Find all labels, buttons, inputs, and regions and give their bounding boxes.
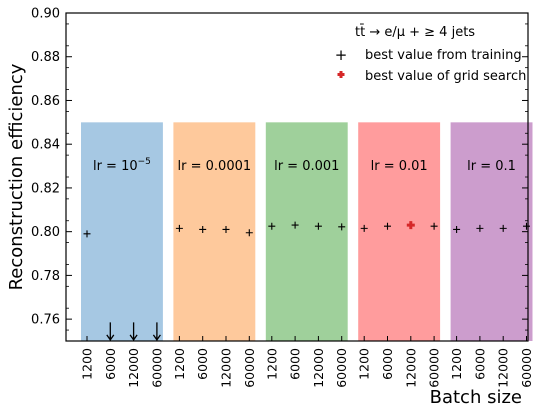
legend-title: tt̄ → e/μ + ≥ 4 jets [355, 25, 475, 40]
lr-label-1: lr = 0.0001 [178, 159, 252, 174]
point-2-0 [268, 222, 276, 230]
x-tick-label-3-3: 60000 [427, 348, 442, 388]
x-tick-label-1-0: 1200 [172, 348, 187, 380]
y-tick-label-0.78: 0.78 [31, 269, 60, 284]
y-tick-label-0.80: 0.80 [31, 225, 60, 240]
x-tick-label-0-2: 12000 [126, 348, 141, 388]
x-tick-label-2-1: 6000 [288, 348, 303, 380]
lr-band-0 [81, 122, 163, 341]
lr-band-3 [358, 122, 441, 341]
point-3-3 [430, 222, 438, 230]
y-tick-label-0.76: 0.76 [31, 313, 60, 328]
x-tick-label-0-1: 6000 [103, 348, 118, 380]
point-2-3 [338, 223, 346, 231]
point-4-2 [499, 224, 507, 232]
point-1-2 [222, 225, 230, 233]
x-tick-label-4-0: 1200 [449, 348, 464, 380]
x-tick-label-3-0: 1200 [357, 348, 372, 380]
y-tick-label-0.88: 0.88 [31, 50, 60, 65]
x-tick-label-0-3: 60000 [149, 348, 164, 388]
point-3-0 [360, 224, 368, 232]
y-tick-label-0.86: 0.86 [31, 94, 60, 109]
x-tick-label-1-2: 12000 [219, 348, 234, 388]
x-axis: 1200 6000 12000 60000 1200 6000 12000 60000 1200… [80, 336, 534, 388]
point-1-1 [199, 225, 207, 233]
x-tick-label-0-0: 1200 [80, 348, 95, 380]
lr-band-4 [450, 122, 533, 341]
x-tick-label-1-3: 60000 [242, 348, 257, 388]
x-axis-label: Batch size [430, 387, 522, 408]
data-points [83, 221, 530, 342]
point-2-2 [314, 222, 322, 230]
point-1-3 [245, 229, 253, 237]
point-4-0 [453, 225, 461, 233]
point-4-3 [523, 222, 530, 230]
legend-entry-training: best value from training [365, 48, 522, 63]
y-axis: 0.76 0.78 0.80 0.82 0.84 0.86 0.88 0.90 [31, 7, 528, 331]
x-tick-label-3-2: 12000 [403, 348, 418, 388]
y-tick-label-0.84: 0.84 [31, 138, 60, 153]
x-tick-label-4-2: 12000 [496, 348, 511, 388]
legend-entry-grid: best value of grid search [365, 69, 526, 84]
point-4-1 [476, 224, 484, 232]
legend-marker-grid [337, 71, 345, 78]
legend-marker-training: + [335, 46, 348, 64]
lr-label-2: lr = 0.001 [274, 159, 339, 174]
lr-label-4: lr = 0.1 [467, 159, 516, 174]
y-axis-label: Reconstruction efficiency [6, 63, 27, 290]
lr-label-3: lr = 0.01 [371, 159, 428, 174]
point-2-1 [291, 221, 299, 229]
lr-label-0: lr = 10−5 [93, 157, 151, 174]
grid-point-3-2 [406, 221, 415, 230]
lr-band-1 [173, 122, 256, 341]
x-tick-label-1-1: 6000 [195, 348, 210, 380]
x-tick-label-2-0: 1200 [264, 348, 279, 380]
x-tick-label-4-1: 6000 [472, 348, 487, 380]
lr-bands: lr = 10−5 lr = 0.0001 lr = 0.001 lr = 0.01 l… [81, 122, 533, 341]
lr-band-2 [265, 122, 348, 341]
y-tick-label-0.90: 0.90 [31, 7, 60, 22]
x-tick-label-3-1: 6000 [380, 348, 395, 380]
x-tick-label-2-3: 60000 [334, 348, 349, 388]
x-tick-label-2-2: 12000 [311, 348, 326, 388]
point-1-0 [175, 224, 183, 232]
y-tick-label-0.82: 0.82 [31, 181, 60, 196]
point-0-0 [83, 230, 91, 238]
legend: tt̄ → e/μ + ≥ 4 jets + best value from t… [335, 25, 527, 84]
x-tick-label-4-3: 60000 [519, 348, 534, 388]
point-3-1 [384, 222, 391, 230]
